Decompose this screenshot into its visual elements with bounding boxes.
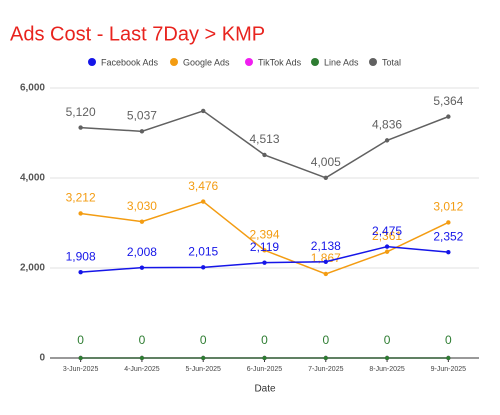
- data-label: 0: [384, 333, 391, 347]
- x-tick-label: 7-Jun-2025: [308, 366, 344, 373]
- x-axis-title: Date: [254, 384, 276, 395]
- data-point: [323, 259, 328, 264]
- x-tick-label: 6-Jun-2025: [247, 366, 283, 373]
- y-tick-label: 0: [39, 353, 45, 364]
- data-point: [323, 175, 328, 180]
- data-label: 2,361: [372, 229, 402, 243]
- data-point: [262, 260, 267, 265]
- data-label: 2,394: [249, 227, 279, 241]
- data-point: [262, 152, 267, 158]
- data-label: 3,476: [188, 179, 218, 193]
- data-label: 0: [322, 333, 329, 347]
- data-point: [139, 219, 145, 224]
- data-label: 2,138: [311, 239, 341, 253]
- data-point: [139, 265, 145, 270]
- chart-title: Ads Cost - Last 7Day > KMP: [10, 23, 265, 45]
- legend-label: Line Ads: [324, 57, 359, 67]
- data-point: [78, 355, 83, 361]
- data-label: 0: [261, 333, 268, 347]
- data-label: 4,513: [249, 132, 279, 146]
- data-point: [446, 220, 451, 225]
- data-point: [384, 138, 390, 143]
- x-tick-label: 5-Jun-2025: [186, 366, 222, 373]
- data-label: 5,120: [66, 105, 96, 119]
- data-point: [384, 355, 390, 361]
- data-point: [446, 249, 451, 255]
- legend-marker: [170, 58, 178, 66]
- data-point: [78, 125, 83, 130]
- y-tick-label: 4,000: [20, 173, 45, 184]
- legend-marker: [245, 58, 253, 66]
- legend-label: Facebook Ads: [101, 57, 159, 67]
- data-point: [201, 265, 206, 270]
- data-point: [201, 199, 206, 204]
- data-point: [78, 211, 83, 216]
- data-point: [201, 108, 206, 114]
- data-label: 3,030: [127, 199, 157, 213]
- data-label: 3,012: [433, 200, 463, 214]
- data-label: 0: [77, 333, 84, 347]
- data-label: 0: [445, 333, 452, 347]
- y-tick-label: 2,000: [20, 263, 45, 274]
- x-tick-label: 3-Jun-2025: [63, 366, 99, 373]
- data-point: [139, 129, 145, 134]
- legend-marker: [369, 58, 377, 66]
- data-point: [323, 271, 328, 277]
- data-point: [262, 248, 267, 253]
- x-tick-label: 4-Jun-2025: [124, 366, 160, 373]
- y-tick-label: 6,000: [20, 83, 45, 94]
- data-label: 4,005: [311, 155, 341, 169]
- data-label: 2,119: [250, 240, 279, 254]
- data-point: [201, 355, 206, 361]
- data-label: 0: [139, 333, 146, 347]
- x-tick-label: 9-Jun-2025: [431, 366, 467, 373]
- data-label: 2,008: [127, 245, 157, 259]
- data-point: [139, 355, 145, 361]
- data-point: [384, 249, 390, 254]
- data-label: 2,475: [372, 224, 402, 238]
- legend-marker: [88, 58, 96, 66]
- data-point: [262, 355, 267, 361]
- data-point: [384, 244, 390, 249]
- data-point: [446, 355, 451, 361]
- data-label: 0: [200, 333, 207, 347]
- legend-label: TikTok Ads: [258, 57, 302, 67]
- data-point: [323, 355, 328, 361]
- legend-label: Google Ads: [183, 57, 230, 67]
- data-label: 4,836: [372, 118, 402, 132]
- data-label: 2,015: [188, 244, 218, 258]
- legend-marker: [311, 58, 319, 66]
- legend-label: Total: [382, 57, 401, 67]
- data-point: [446, 114, 451, 119]
- data-label: 2,352: [433, 229, 463, 243]
- data-label: 5,364: [433, 94, 463, 108]
- data-label: 1,908: [66, 249, 96, 263]
- data-label: 5,037: [127, 109, 157, 123]
- x-tick-label: 8-Jun-2025: [369, 366, 405, 373]
- data-label: 3,212: [66, 191, 96, 205]
- data-point: [78, 269, 83, 275]
